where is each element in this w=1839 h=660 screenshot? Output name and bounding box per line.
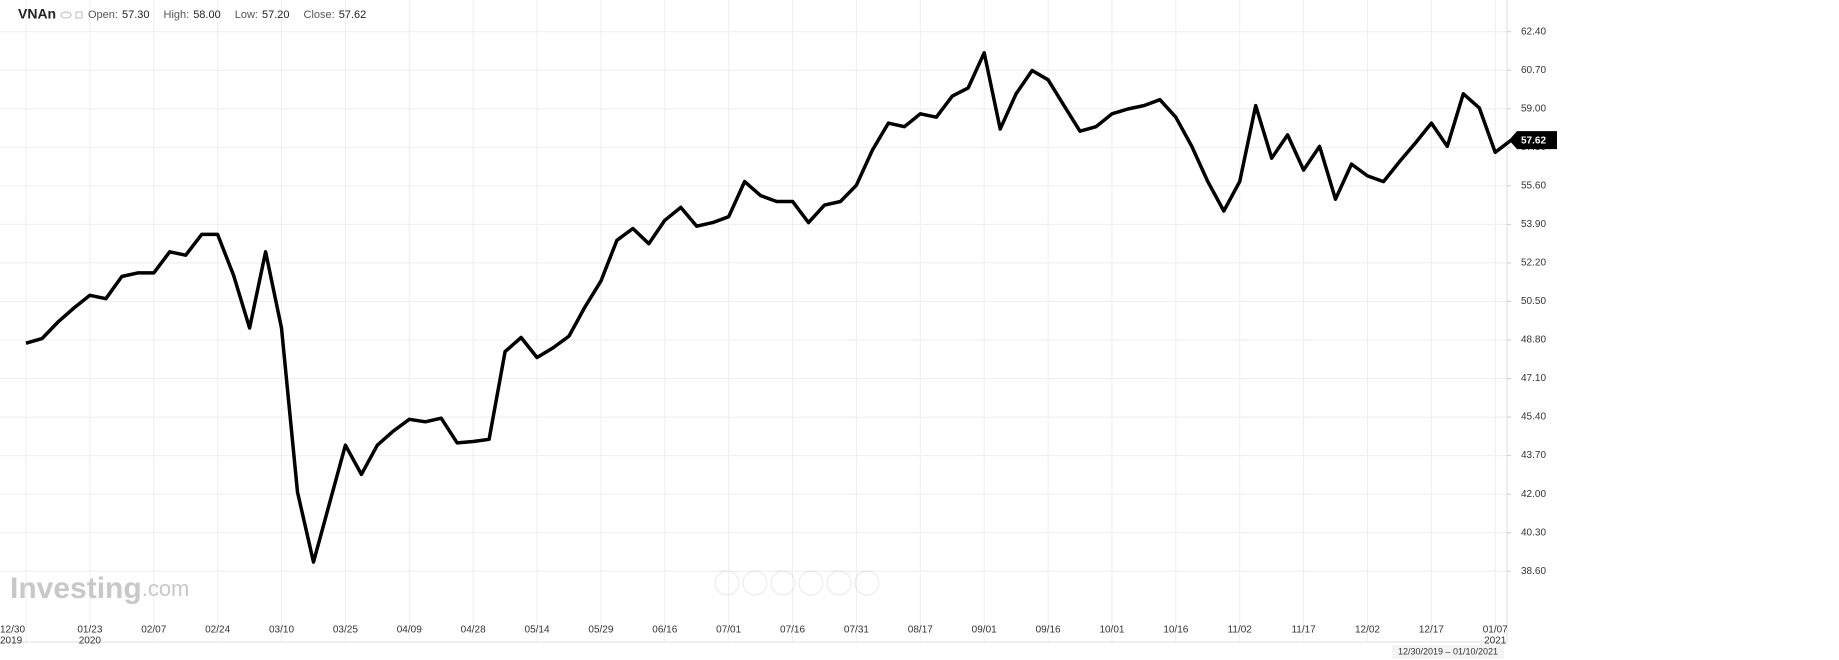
- x-tick-label: 10/16: [1163, 625, 1188, 636]
- x-tick-label: 02/24: [205, 625, 230, 636]
- nav-button[interactable]: [714, 570, 740, 596]
- ohlc-label: Close:: [304, 9, 335, 21]
- y-tick-label: 62.40: [1521, 26, 1546, 37]
- x-tick-label: 01/07: [1483, 625, 1508, 636]
- x-tick-label: 11/02: [1228, 625, 1253, 636]
- watermark: Investing.com: [10, 572, 189, 605]
- x-tick-label: 03/25: [333, 625, 358, 636]
- y-tick-label: 52.20: [1521, 258, 1546, 269]
- last-price-badge: [1509, 131, 1557, 150]
- ohlc-label: Low:: [235, 9, 258, 21]
- ohlc-value: 58.00: [193, 9, 221, 21]
- x-tick-label: 02/07: [141, 625, 166, 636]
- x-tick-year: 2020: [79, 636, 102, 647]
- ohlc-value: 57.62: [339, 9, 367, 21]
- nav-button[interactable]: [826, 570, 852, 596]
- x-tick-label: 12/17: [1419, 625, 1444, 636]
- watermark-brand: Investing: [10, 572, 142, 605]
- x-tick-label: 04/28: [461, 625, 486, 636]
- grid: [0, 0, 1507, 642]
- x-tick-label: 07/16: [780, 625, 805, 636]
- y-tick-label: 55.60: [1521, 181, 1546, 192]
- x-tick-label: 03/10: [269, 625, 294, 636]
- price-line: [25, 51, 1513, 564]
- settings-icon[interactable]: [75, 11, 83, 19]
- ohlc: Open: 57.30 High: 58.00 Low: 57.20 Close: 57.62: [88, 9, 366, 21]
- x-tick-label: 05/14: [525, 625, 550, 636]
- x-tick-year: 2019: [0, 636, 23, 647]
- nav-buttons: [714, 570, 880, 596]
- ohlc-label: Open:: [88, 9, 118, 21]
- y-tick-label: 40.30: [1521, 527, 1546, 538]
- header-icons: [60, 11, 83, 19]
- y-tick-label: 59.00: [1521, 103, 1546, 114]
- x-tick-label: 09/16: [1036, 625, 1061, 636]
- y-tick-label: 43.70: [1521, 450, 1546, 461]
- eye-icon[interactable]: [60, 11, 72, 19]
- y-tick-label: 60.70: [1521, 65, 1546, 76]
- ohlc-value: 57.20: [262, 9, 290, 21]
- y-tick-label: 45.40: [1521, 412, 1546, 423]
- y-tick-label: 48.80: [1521, 335, 1546, 346]
- y-tick-label: 38.60: [1521, 566, 1546, 577]
- y-tick-label: 47.10: [1521, 373, 1546, 384]
- x-tick-label: 04/09: [397, 625, 422, 636]
- ohlc-value: 57.30: [122, 9, 150, 21]
- x-tick-label: 11/17: [1291, 625, 1316, 636]
- watermark-suffix: .com: [142, 576, 190, 601]
- nav-button[interactable]: [854, 570, 880, 596]
- ohlc-label: High:: [164, 9, 190, 21]
- y-tick-label: 53.90: [1521, 219, 1546, 230]
- x-tick-label: 10/01: [1099, 625, 1124, 636]
- x-tick-label: 05/29: [588, 625, 613, 636]
- date-range-box: [1392, 645, 1504, 659]
- symbol: VNAn: [18, 6, 56, 22]
- x-tick-label: 01/23: [77, 625, 102, 636]
- x-tick-label: 06/16: [652, 625, 677, 636]
- x-tick-label: 12/02: [1355, 625, 1380, 636]
- x-tick-year: 2021: [1484, 636, 1507, 647]
- y-tick-label: 50.50: [1521, 296, 1546, 307]
- y-tick-label: 42.00: [1521, 489, 1546, 500]
- x-tick-label: 12/30: [0, 625, 25, 636]
- date-range: 12/30/2019 – 01/10/2021: [1398, 646, 1498, 656]
- x-tick-label: 08/17: [908, 625, 933, 636]
- x-tick-label: 07/31: [844, 625, 869, 636]
- last-price-label: 57.62: [1521, 136, 1546, 147]
- x-tick-label: 09/01: [972, 625, 997, 636]
- nav-button[interactable]: [742, 570, 768, 596]
- nav-button[interactable]: [770, 570, 796, 596]
- x-tick-label: 07/01: [716, 625, 741, 636]
- nav-button[interactable]: [798, 570, 824, 596]
